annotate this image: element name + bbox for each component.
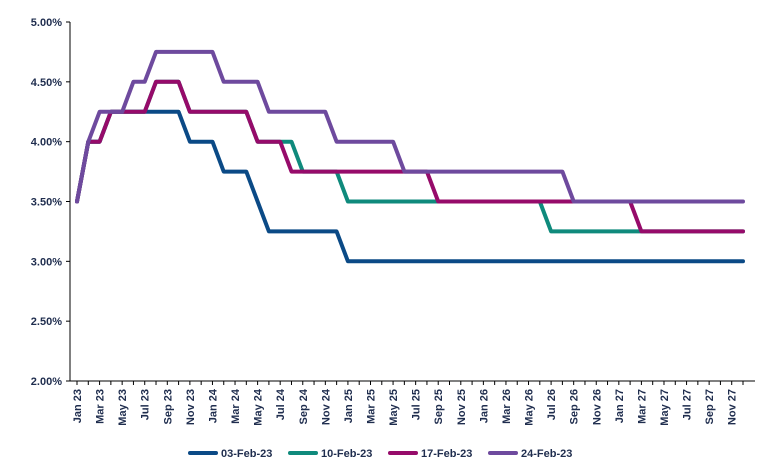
x-tick-label: Jan 25 (343, 389, 355, 423)
x-tick-label: Jul 27 (682, 389, 694, 420)
x-tick-label: May 27 (659, 389, 671, 426)
x-tick-label: Nov 25 (456, 389, 468, 425)
series-line-10-feb-23 (75, 79, 745, 234)
x-tick-label: May 24 (253, 388, 265, 426)
x-axis-ticks: Jan 23 Mar 23 May 23 Jul 23 Sep 23 Nov 23 Jan … (72, 381, 744, 426)
y-tick-label: 2.00% (31, 376, 62, 388)
chart-legend: 03-Feb-23 10-Feb-23 17-Feb-23 24-Feb-23 (188, 448, 572, 460)
y-tick-label: 4.50% (31, 77, 62, 89)
y-tick-label: 2.50% (31, 316, 62, 328)
x-tick-label: Jan 26 (478, 389, 490, 423)
series-line-03-feb-23 (75, 109, 745, 264)
x-tick-label: Mar 26 (501, 389, 513, 424)
x-tick-label: Jul 23 (140, 389, 152, 420)
x-tick-label: Mar 27 (636, 389, 648, 424)
y-axis-ticks: 2.00% 2.50% 3.00% 3.50% 4.00% 4.50% 5.00% (31, 17, 70, 388)
x-tick-label: Mar 24 (230, 388, 242, 424)
y-tick-label: 3.50% (31, 197, 62, 209)
x-tick-label: Sep 24 (298, 388, 310, 424)
x-tick-label: Sep 26 (569, 389, 581, 424)
series-line-17-feb-23 (75, 79, 745, 234)
x-tick-label: Jul 25 (411, 389, 423, 420)
x-tick-label: May 23 (117, 389, 129, 426)
x-tick-label: Sep 25 (433, 389, 445, 424)
x-tick-label: Nov 24 (320, 388, 332, 425)
x-tick-label: Jan 23 (72, 389, 84, 423)
y-tick-label: 5.00% (31, 17, 62, 29)
x-tick-label: Nov 26 (591, 389, 603, 425)
x-tick-label: Jul 26 (546, 389, 558, 420)
x-tick-label: Mar 25 (365, 389, 377, 424)
legend-label: 03-Feb-23 (221, 448, 272, 460)
x-tick-label: Sep 27 (704, 389, 716, 424)
x-tick-label: May 26 (524, 389, 536, 426)
x-tick-label: Jul 24 (275, 388, 287, 420)
legend-label: 24-Feb-23 (521, 448, 572, 460)
series-line-24-feb-23 (75, 49, 745, 204)
x-tick-label: May 25 (388, 389, 400, 426)
x-tick-label: Sep 23 (162, 389, 174, 424)
series-lines (75, 49, 745, 264)
y-tick-label: 3.00% (31, 256, 62, 268)
y-tick-label: 4.00% (31, 137, 62, 149)
x-tick-label: Jan 24 (207, 388, 219, 423)
legend-label: 10-Feb-23 (321, 448, 372, 460)
x-tick-label: Nov 23 (185, 389, 197, 425)
legend-label: 17-Feb-23 (421, 448, 472, 460)
x-tick-label: Mar 23 (95, 389, 107, 424)
x-tick-label: Nov 27 (727, 389, 739, 425)
x-tick-label: Jan 27 (614, 389, 626, 423)
